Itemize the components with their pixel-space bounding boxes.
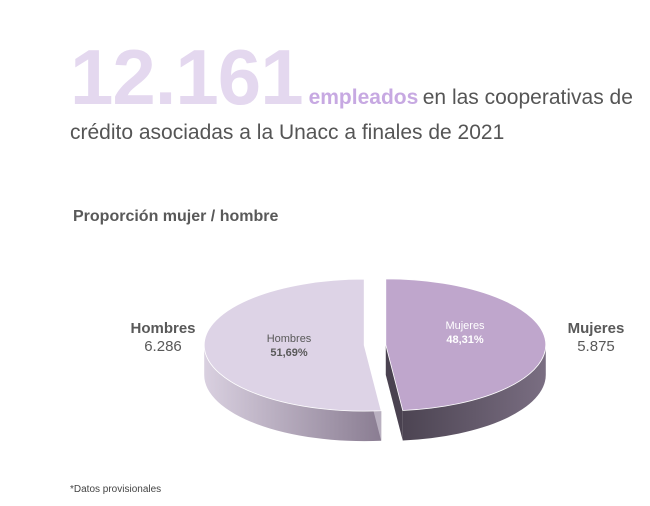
- pie-slice-side-mujeres: [402, 344, 546, 441]
- headline-line1-rest: en las cooperativas de: [422, 86, 633, 109]
- legend-hombres: Hombres 6.286: [125, 320, 201, 355]
- slice-label-mujeres-name: Mujeres: [445, 320, 485, 332]
- employee-total: 12.161: [70, 33, 304, 121]
- footnote: *Datos provisionales: [70, 484, 162, 495]
- pie-slice-side-hombres: [204, 345, 382, 442]
- legend-mujeres-name: Mujeres: [567, 320, 625, 337]
- headline: 12.161 empleados en las cooperativas de: [70, 38, 633, 116]
- legend-mujeres: Mujeres 5.875: [560, 320, 632, 355]
- headline-line2: crédito asociadas a la Unacc a finales d…: [70, 121, 505, 144]
- employees-keyword: empleados: [308, 86, 419, 109]
- legend-hombres-name: Hombres: [130, 320, 196, 337]
- chart-subtitle: Proporción mujer / hombre: [73, 208, 279, 225]
- slice-label-hombres-name: Hombres: [267, 333, 312, 345]
- pie-slice-mujeres: [385, 278, 547, 411]
- pie-slice-hombres: [203, 278, 382, 412]
- slice-label-hombres-percent: 51,69%: [270, 347, 308, 359]
- slice-label-mujeres-percent: 48,31%: [446, 334, 484, 346]
- legend-hombres-count: 6.286: [144, 338, 182, 355]
- legend-mujeres-count: 5.875: [577, 338, 615, 355]
- pie-slice-cut-mujeres-1: [385, 344, 403, 441]
